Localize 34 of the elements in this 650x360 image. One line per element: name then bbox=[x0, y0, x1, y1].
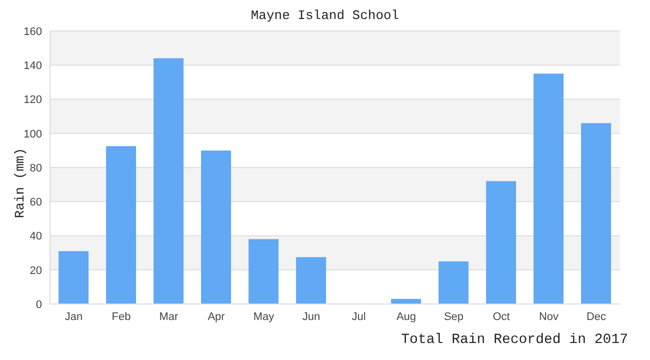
chart-title: Mayne Island School bbox=[250, 8, 400, 23]
y-tick-label: 140 bbox=[24, 60, 42, 72]
x-tick-label: Jun bbox=[302, 310, 320, 323]
x-tick-label: Apr bbox=[208, 310, 226, 323]
x-tick-label: Mar bbox=[159, 310, 179, 323]
x-tick-label: Nov bbox=[538, 310, 560, 323]
y-tick-label: 160 bbox=[24, 26, 42, 38]
x-tick-label: May bbox=[253, 310, 275, 323]
bar bbox=[438, 261, 469, 304]
x-tick-label: Jan bbox=[64, 310, 83, 323]
bar bbox=[581, 123, 612, 304]
bar bbox=[106, 146, 136, 304]
bar bbox=[58, 251, 89, 304]
bar bbox=[296, 257, 326, 304]
bar bbox=[248, 239, 279, 304]
text: Total Rain Recorded in 2017 bbox=[401, 332, 628, 348]
bar bbox=[486, 181, 516, 304]
x-tick-label: Sep bbox=[444, 310, 464, 323]
y-tick-label: 120 bbox=[24, 94, 42, 106]
y-tick-label: 20 bbox=[30, 264, 42, 277]
x-tick-label: Dec bbox=[586, 310, 607, 323]
bar bbox=[201, 150, 232, 304]
y-axis-title: Rain (mm) bbox=[12, 148, 28, 218]
x-tick-label: Aug bbox=[396, 310, 416, 323]
x-tick-label: Oct bbox=[492, 310, 510, 323]
y-tick-label: 0 bbox=[36, 298, 42, 311]
y-tick-label: 100 bbox=[24, 128, 42, 140]
bar bbox=[534, 74, 564, 304]
y-tick-label: 40 bbox=[30, 230, 42, 243]
bar bbox=[154, 58, 184, 304]
x-tick-label: Feb bbox=[112, 310, 131, 323]
x-tick-label: Jul bbox=[352, 310, 366, 323]
y-tick-label: 60 bbox=[30, 196, 42, 209]
y-tick-label: 80 bbox=[30, 162, 42, 174]
